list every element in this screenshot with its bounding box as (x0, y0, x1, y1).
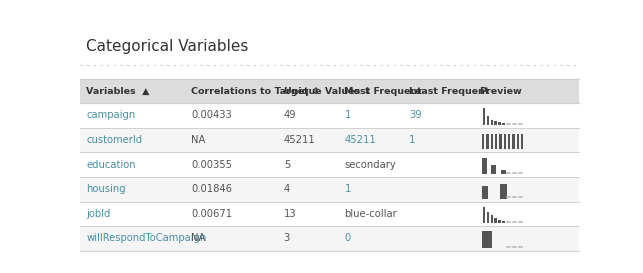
Bar (498, 220, 501, 223)
Text: jobId: jobId (86, 209, 111, 219)
Bar (482, 158, 487, 174)
Bar (521, 133, 523, 149)
Bar (487, 212, 489, 223)
Text: Preview: Preview (479, 87, 521, 96)
Text: Most Frequent: Most Frequent (345, 87, 422, 96)
Bar (476, 231, 492, 248)
Text: campaign: campaign (86, 111, 136, 120)
Bar (503, 133, 506, 149)
Text: 0.00433: 0.00433 (191, 111, 231, 120)
Bar (80, 103, 579, 128)
Text: Variables  ▲: Variables ▲ (86, 87, 150, 96)
Text: 5: 5 (284, 160, 290, 170)
Text: 39: 39 (410, 111, 422, 120)
Text: 0: 0 (345, 233, 350, 244)
Text: 13: 13 (284, 209, 296, 219)
Text: 1: 1 (345, 184, 351, 194)
Bar (483, 207, 485, 223)
Bar (500, 133, 502, 149)
Bar (80, 79, 579, 103)
Text: 0.00355: 0.00355 (191, 160, 232, 170)
Text: 45211: 45211 (284, 135, 316, 145)
Bar (494, 121, 497, 125)
Bar (80, 201, 579, 226)
Bar (501, 170, 506, 174)
Text: blue-collar: blue-collar (345, 209, 397, 219)
Bar (486, 133, 489, 149)
Text: housing: housing (86, 184, 126, 194)
Text: secondary: secondary (345, 160, 396, 170)
Text: 45211: 45211 (345, 135, 376, 145)
Bar (502, 123, 505, 125)
Text: NA: NA (191, 135, 205, 145)
Text: 0.00671: 0.00671 (191, 209, 232, 219)
Text: Unique Values ⇕: Unique Values ⇕ (284, 87, 371, 96)
Text: willRespondToCampaign: willRespondToCampaign (86, 233, 207, 244)
Text: Correlations to Target ⇕: Correlations to Target ⇕ (191, 87, 320, 96)
Bar (483, 108, 485, 125)
Bar (80, 226, 579, 251)
Bar (487, 116, 489, 125)
Bar (482, 133, 484, 149)
Bar (498, 122, 501, 125)
Bar (491, 215, 493, 223)
Bar (491, 133, 493, 149)
Bar (480, 186, 488, 198)
Text: Categorical Variables: Categorical Variables (86, 39, 249, 54)
Text: 1: 1 (345, 111, 351, 120)
Bar (508, 133, 511, 149)
Bar (512, 133, 514, 149)
Text: education: education (86, 160, 136, 170)
Text: 0.01846: 0.01846 (191, 184, 232, 194)
Bar (80, 177, 579, 201)
Text: NA: NA (191, 233, 205, 244)
Bar (494, 218, 497, 223)
Text: 4: 4 (284, 184, 290, 194)
Bar (80, 152, 579, 177)
Bar (500, 184, 507, 198)
Bar (491, 165, 496, 174)
Text: customerId: customerId (86, 135, 143, 145)
Text: Least Frequent: Least Frequent (410, 87, 490, 96)
Bar (502, 221, 505, 223)
Text: 3: 3 (284, 233, 290, 244)
Text: 49: 49 (284, 111, 296, 120)
Bar (80, 128, 579, 152)
Text: 1: 1 (410, 135, 415, 145)
Bar (495, 133, 498, 149)
Bar (517, 133, 519, 149)
Bar (491, 120, 493, 125)
